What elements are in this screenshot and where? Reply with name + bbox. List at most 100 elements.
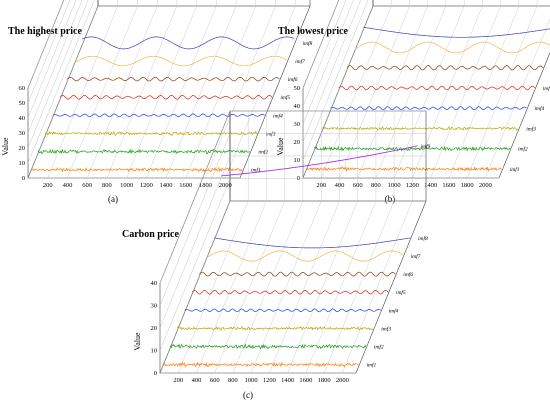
caption-b: (b)	[385, 194, 396, 204]
z-tick-label: 10	[151, 348, 158, 355]
x-gridline	[146, 0, 217, 179]
z-tick-label: 0	[154, 370, 157, 377]
z-gridline	[27, 0, 77, 119]
x-tick-label: 1600	[442, 182, 455, 189]
series-line-imf6	[346, 65, 544, 71]
x-gridline	[232, 111, 304, 374]
back-wall	[97, 0, 311, 7]
series-line-imf7	[74, 55, 287, 67]
x-tick-label: 1000	[120, 182, 133, 189]
series-line-imf2	[313, 145, 511, 152]
chart-title: Carbon price	[122, 229, 180, 240]
x-tick-label: 1800	[318, 377, 331, 384]
x-tick-label: 200	[43, 182, 53, 189]
z-gridline	[27, 0, 89, 149]
series-line-imf1	[305, 165, 502, 173]
series-label-imf3: imf3	[266, 130, 276, 137]
x-gridline	[178, 111, 249, 374]
caption-c: (c)	[243, 390, 253, 400]
z-gridline	[27, 0, 71, 104]
x-tick-label: 200	[173, 377, 183, 384]
y-axis-label: Value	[276, 137, 285, 156]
x-gridline	[126, 0, 197, 179]
x-gridline	[485, 18, 550, 179]
x-tick-label: 2000	[219, 182, 232, 189]
x-gridline	[47, 0, 118, 179]
series-label-imf1: imf1	[366, 362, 376, 369]
x-tick-label: 1800	[199, 182, 212, 189]
z-tick-label: 40	[294, 103, 301, 110]
x-gridline	[305, 111, 377, 374]
z-tick-label: 10	[19, 160, 26, 167]
series-line-imf4	[330, 106, 527, 111]
z-gridline	[27, 5, 310, 179]
z-gridline	[302, 5, 550, 179]
series-label-imf3: imf3	[381, 325, 391, 332]
series-line-imf8	[214, 237, 411, 249]
series-label-imf4: imf4	[534, 105, 544, 112]
x-gridline	[185, 0, 256, 179]
x-tick-label: 1200	[263, 377, 276, 384]
x-tick-label: 800	[102, 182, 112, 189]
x-tick-label: 400	[63, 182, 73, 189]
z-tick-label: 40	[151, 280, 158, 287]
z-gridline	[302, 0, 354, 125]
y-axis-label: Value	[133, 332, 142, 351]
x-gridline	[269, 111, 340, 374]
x-tick-label: 1400	[281, 377, 294, 384]
x-gridline	[214, 111, 285, 374]
z-tick-label: 0	[22, 175, 25, 182]
x-gridline	[87, 0, 158, 179]
z-tick-label: 10	[294, 157, 301, 164]
z-gridline	[302, 0, 369, 161]
z-gridline	[159, 178, 426, 351]
series-line-imf2	[169, 343, 367, 350]
z-tick-label: 40	[19, 115, 26, 122]
x-gridline	[430, 0, 501, 179]
x-gridline	[205, 0, 276, 179]
x-tick-label: 1200	[140, 182, 153, 189]
series-label-imf2: imf2	[518, 146, 528, 153]
z-tick-label: 30	[19, 130, 26, 137]
z-tick-label: 20	[151, 325, 158, 332]
series-label-imf7: imf7	[411, 253, 421, 260]
series-line-imf7	[355, 41, 550, 54]
x-tick-label: 400	[192, 377, 202, 384]
x-tick-label: 1600	[179, 182, 192, 189]
series-label-imf1: imf1	[251, 167, 261, 174]
z-tick-label: 30	[151, 303, 158, 310]
x-gridline	[394, 0, 465, 179]
x-gridline	[342, 111, 413, 374]
series-label-imf2: imf2	[374, 344, 384, 351]
x-gridline	[375, 0, 447, 179]
series-line-imf8	[363, 26, 550, 38]
panel-carbon-price: (c) Carbon price 0 10 20 30 40 200 400 600 800 100…	[122, 110, 431, 400]
back-wall	[372, 0, 550, 7]
z-tick-label: 20	[19, 145, 26, 152]
series-label-imf8: imf8	[418, 235, 428, 242]
x-gridline	[323, 111, 395, 374]
series-label-imf6: imf6	[403, 271, 413, 278]
z-tick-label: 50	[19, 100, 26, 107]
x-tick-label: 1400	[424, 182, 437, 189]
z-gridline	[302, 0, 340, 89]
series-line-imf6	[199, 271, 396, 277]
x-gridline	[251, 111, 322, 374]
x-tick-label: 1600	[299, 377, 312, 384]
z-gridline	[27, 0, 95, 164]
series-label-imf3: imf3	[526, 125, 536, 132]
x-gridline	[466, 0, 538, 179]
x-tick-label: 800	[228, 377, 238, 384]
series-line-imf5	[191, 289, 389, 295]
series-line-imf1	[30, 166, 243, 173]
x-gridline	[225, 0, 296, 179]
caption-a: (a)	[108, 194, 118, 204]
z-tick-label: 50	[294, 85, 301, 92]
axis-box	[27, 0, 311, 179]
x-gridline	[357, 0, 428, 179]
x-gridline	[339, 0, 410, 179]
z-tick-label: 60	[19, 85, 26, 92]
series-label-imf2: imf2	[258, 149, 268, 156]
chart-title: The lowest price	[278, 26, 349, 37]
